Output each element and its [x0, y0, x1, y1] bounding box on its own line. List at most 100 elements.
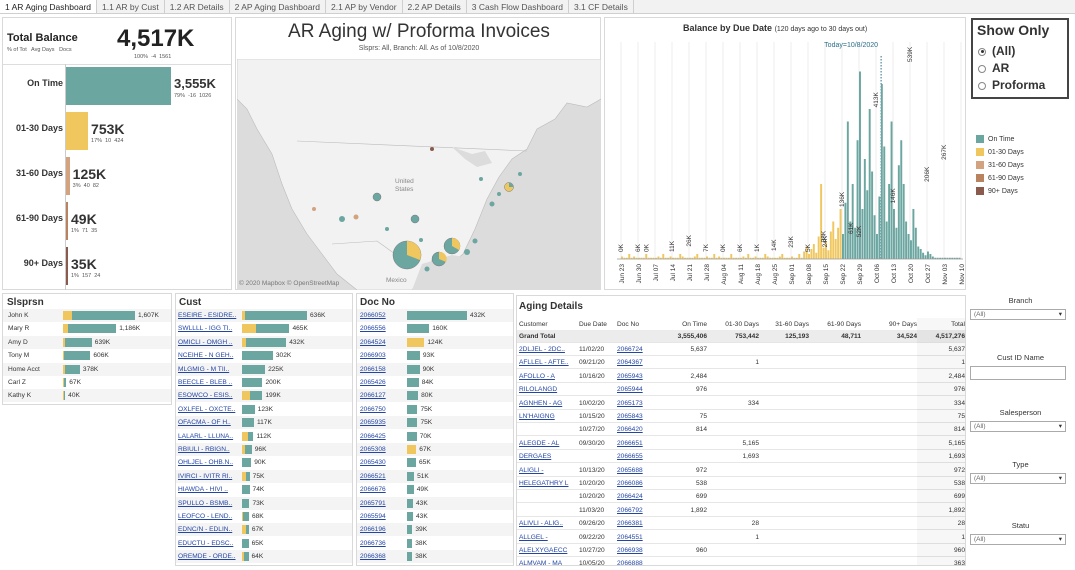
show-only-option[interactable]: AR — [978, 61, 1009, 75]
cust-row[interactable]: ESEIRE - ESIDRE.. 636K — [176, 309, 352, 322]
bucket-bar[interactable] — [66, 202, 68, 240]
tab-3[interactable]: 1.2 AR Details — [165, 0, 230, 13]
docno-bar[interactable] — [407, 498, 413, 508]
docno-name[interactable]: 2066750 — [360, 405, 386, 413]
docno-name[interactable]: 2064524 — [360, 338, 386, 346]
slsprsn-bar[interactable] — [63, 311, 135, 320]
docno-row[interactable]: 2065935 75K — [357, 416, 513, 430]
table-cell[interactable]: RILOLANGD — [519, 386, 558, 394]
table-cell[interactable]: 2066086 — [617, 480, 643, 487]
cust-bar[interactable] — [242, 485, 250, 495]
docno-name[interactable]: 2066521 — [360, 472, 386, 480]
table-row[interactable]: AFOLLO - A 10/16/20 2065943 2,484 2,484 — [517, 370, 965, 383]
bucket-bar[interactable] — [66, 67, 171, 105]
docno-name[interactable]: 2066196 — [360, 526, 386, 534]
cust-row[interactable]: RBIULI - RBIGN.. 96K — [176, 443, 352, 456]
slsprsn-row[interactable]: Amy D 639K — [3, 335, 171, 349]
cust-bar[interactable] — [242, 324, 290, 334]
cust-bar[interactable] — [242, 337, 287, 347]
table-cell[interactable]: HELEGATHRY L — [519, 480, 569, 487]
table-cell[interactable]: ALMVAM - MA — [519, 560, 563, 566]
cust-name[interactable]: IVIRCI - IVITR RI.. — [178, 472, 233, 480]
docno-name[interactable]: 2065430 — [360, 459, 386, 467]
table-row[interactable]: HELEGATHRY L 10/20/20 2066086 538 538 — [517, 477, 965, 490]
table-cell[interactable]: AFOLLO - A — [519, 372, 555, 380]
table-cell[interactable]: 2066424 — [617, 493, 643, 501]
docno-name[interactable]: 2065426 — [360, 379, 386, 386]
cust-row[interactable]: ESOWCO - ESIS.. 199K — [176, 389, 352, 403]
slsprsn-row[interactable]: Tony M 606K — [3, 349, 171, 362]
slsprsn-row[interactable]: Mary R 1,186K — [3, 322, 171, 335]
docno-bar[interactable] — [407, 525, 413, 535]
cust-row[interactable]: LEOFCO - LEND.. 68K — [176, 510, 352, 523]
bucket-bar[interactable] — [66, 112, 89, 150]
docno-name[interactable]: 2066676 — [360, 486, 386, 494]
tab-6[interactable]: 2.2 AP Details — [403, 0, 467, 13]
table-cell[interactable]: AFLLEL - AFTE.. — [519, 359, 569, 367]
docno-name[interactable]: 2066425 — [360, 432, 386, 440]
table-cell[interactable]: 2066381 — [617, 520, 643, 528]
table-cell[interactable]: DERGAES — [519, 453, 552, 461]
docno-bar[interactable] — [407, 552, 413, 562]
radio-checked-icon[interactable] — [978, 47, 986, 56]
table-cell[interactable]: 2065944 — [617, 386, 643, 394]
docno-name[interactable]: 2065308 — [360, 446, 386, 453]
statu-filter[interactable]: (All) ▾ — [970, 534, 1066, 545]
table-row[interactable]: ALELXYGAECC 10/27/20 2066938 960 960 — [517, 544, 965, 557]
cust-row[interactable]: BEECLE - BLEB .. 200K — [176, 376, 352, 389]
cust-bar[interactable] — [242, 364, 266, 374]
table-row[interactable]: LN'HAIGNG 10/15/20 2065843 75 75 — [517, 410, 965, 423]
branch-filter[interactable]: (All) ▾ — [970, 309, 1066, 320]
cust-bar[interactable] — [242, 498, 250, 508]
docno-bar[interactable] — [407, 404, 418, 414]
cust-row[interactable]: SPULLO - BSMB.. 73K — [176, 496, 352, 510]
table-cell[interactable]: AGNHEN - AG — [519, 399, 563, 407]
cust-bar[interactable] — [242, 391, 263, 401]
table-cell[interactable]: 2066651 — [617, 439, 643, 447]
legend-item[interactable]: 31-60 Days — [976, 159, 1066, 172]
cust-name[interactable]: BEECLE - BLEB .. — [178, 379, 233, 386]
docno-bar[interactable] — [407, 445, 417, 454]
docno-row[interactable]: 2065594 43K — [357, 510, 513, 523]
table-cell[interactable]: 2064367 — [617, 359, 643, 367]
docno-name[interactable]: 2066158 — [360, 365, 386, 373]
docno-name[interactable]: 2065594 — [360, 513, 386, 520]
docno-row[interactable]: 2066158 90K — [357, 362, 513, 376]
table-row[interactable]: ALMVAM - MA 10/05/20 2066888 363 — [517, 557, 965, 566]
cust-name[interactable]: HIAWDA - HIVI .. — [178, 486, 228, 494]
table-cell[interactable]: 2064551 — [617, 533, 643, 541]
show-only-option[interactable]: Proforma — [978, 78, 1045, 92]
docno-row[interactable]: 2066521 51K — [357, 469, 513, 483]
radio-icon[interactable] — [978, 81, 986, 90]
cust-bar[interactable] — [242, 458, 252, 468]
slsprsn-bar[interactable] — [63, 351, 91, 361]
map-canvas[interactable] — [237, 59, 601, 290]
table-cell[interactable]: 2065843 — [617, 413, 643, 420]
docno-bar[interactable] — [407, 337, 425, 347]
grand-total-row[interactable]: Grand Total 3,555,406 753,442 125,193 48,711… — [517, 330, 965, 343]
slsprsn-row[interactable]: Home Acct 378K — [3, 362, 171, 376]
docno-row[interactable]: 2066052 432K — [357, 309, 513, 322]
slsprsn-bar[interactable] — [63, 364, 80, 374]
cust-name[interactable]: SPULLO - BSMB.. — [178, 499, 233, 507]
table-row[interactable]: ALIVLI - ALIG.. 09/26/20 2066381 28 28 — [517, 517, 965, 531]
table-cell[interactable]: 2DLJEL - 2DC.. — [519, 346, 565, 353]
tab-5[interactable]: 2.1 AP by Vendor — [326, 0, 403, 13]
cust-row[interactable]: OFACMA - OF H.. 117K — [176, 416, 352, 430]
tab-4[interactable]: 2 AP Aging Dashboard — [230, 0, 326, 13]
slsprsn-row[interactable]: Carl Z 67K — [3, 376, 171, 389]
docno-row[interactable]: 2065426 84K — [357, 376, 513, 389]
cust-bar[interactable] — [242, 351, 273, 361]
docno-bar[interactable] — [407, 431, 417, 441]
docno-name[interactable]: 2066052 — [360, 312, 386, 319]
tab-7[interactable]: 3 Cash Flow Dashboard — [467, 0, 569, 13]
docno-row[interactable]: 2065430 65K — [357, 456, 513, 469]
docno-bar[interactable] — [407, 471, 415, 481]
table-cell[interactable]: LN'HAIGNG — [519, 413, 555, 420]
legend-item[interactable]: On Time — [976, 133, 1066, 146]
cust-name[interactable]: NCEIHE - N GEH.. — [178, 352, 234, 360]
cust-name[interactable]: MLGMIG - M TII.. — [178, 365, 230, 373]
docno-name[interactable]: 2066903 — [360, 352, 386, 360]
bucket-bar[interactable] — [66, 157, 70, 195]
cust-name[interactable]: RBIULI - RBIGN.. — [178, 446, 230, 453]
